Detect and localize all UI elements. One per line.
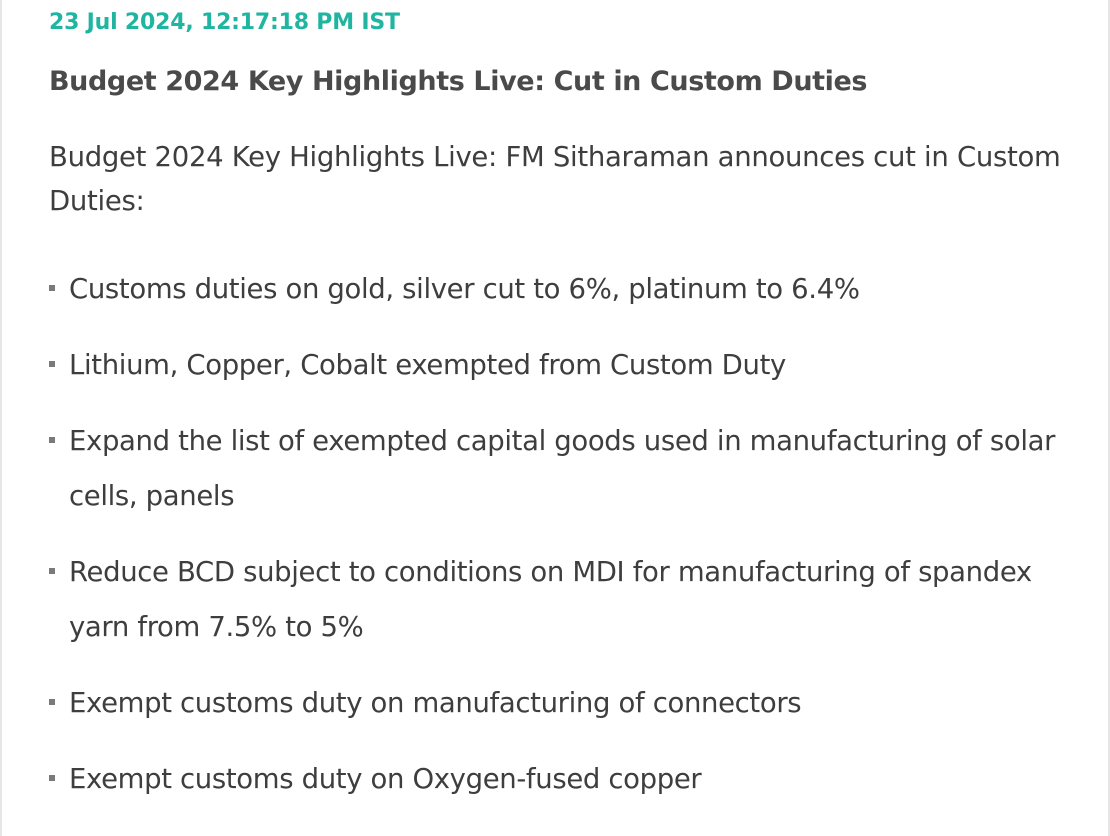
highlight-item-6: Exempt customs duty on Oxygen-fused copp… [49, 752, 1089, 807]
bullet-square-icon [49, 437, 55, 443]
update-intro: Budget 2024 Key Highlights Live: FM Sith… [49, 141, 1061, 217]
bullet-square-icon [49, 775, 55, 781]
highlight-item-3: Expand the list of exempted capital good… [49, 414, 1089, 524]
bullet-square-icon [49, 568, 55, 574]
highlight-item-2: Lithium, Copper, Cobalt exempted from Cu… [49, 338, 1089, 393]
update-timestamp: 23 Jul 2024, 12:17:18 PM IST [49, 10, 400, 35]
highlight-text: Expand the list of exempted capital good… [69, 425, 1056, 512]
bullet-square-icon [49, 361, 55, 367]
highlight-item-1: Customs duties on gold, silver cut to 6%… [49, 262, 1089, 317]
bullet-square-icon [49, 699, 55, 705]
bullet-square-icon [49, 285, 55, 291]
highlight-item-4: Reduce BCD subject to conditions on MDI … [49, 545, 1089, 655]
highlight-item-5: Exempt customs duty on manufacturing of … [49, 676, 1089, 731]
highlights-list: Customs duties on gold, silver cut to 6%… [49, 262, 1089, 828]
highlight-text: Customs duties on gold, silver cut to 6%… [69, 273, 860, 305]
highlight-text: Exempt customs duty on manufacturing of … [69, 687, 802, 719]
highlight-text: Lithium, Copper, Cobalt exempted from Cu… [69, 349, 786, 381]
highlight-text: Reduce BCD subject to conditions on MDI … [69, 556, 1032, 643]
highlight-text: Exempt customs duty on Oxygen-fused copp… [69, 763, 702, 795]
update-headline: Budget 2024 Key Highlights Live: Cut in … [49, 66, 868, 97]
